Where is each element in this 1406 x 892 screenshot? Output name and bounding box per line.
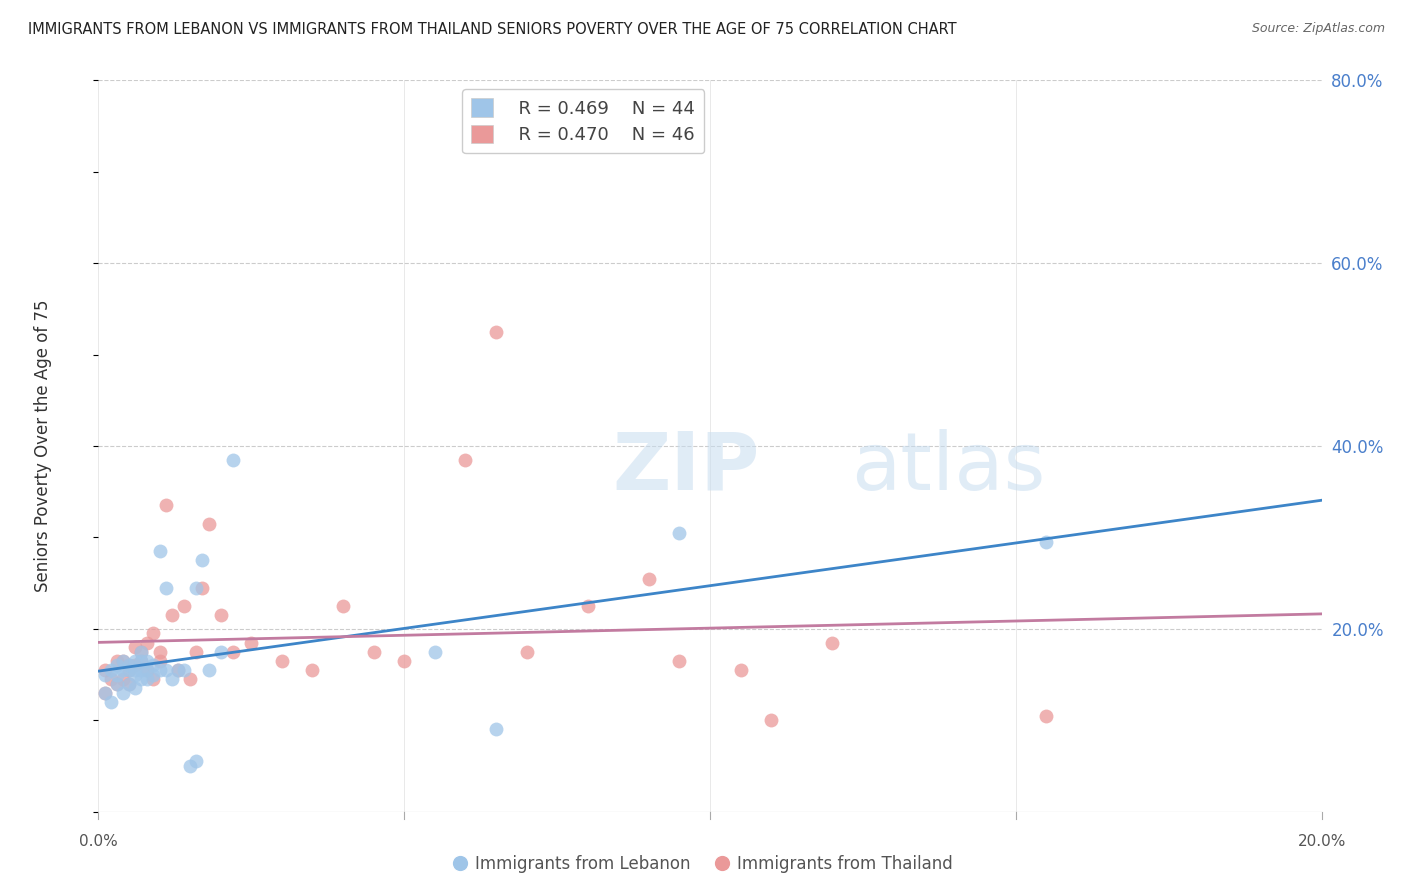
Point [142, 667, 165, 681]
Point [136, 635, 159, 649]
Point [301, 663, 323, 677]
Point [111, 686, 134, 700]
Point [149, 654, 172, 668]
Point [155, 663, 177, 677]
Point [105, 676, 128, 690]
Point [136, 663, 159, 677]
Text: 0.0%: 0.0% [79, 834, 118, 848]
Point [124, 667, 146, 681]
Point [454, 452, 477, 467]
Point [129, 645, 152, 659]
Point [576, 599, 599, 613]
Point [129, 654, 152, 668]
Point [160, 608, 183, 623]
Point [124, 658, 146, 673]
Point [160, 672, 183, 686]
Point [759, 714, 782, 728]
Point [118, 663, 141, 677]
Point [167, 663, 190, 677]
Point [730, 663, 752, 677]
Point [105, 667, 128, 681]
Point [222, 452, 245, 467]
Text: atlas: atlas [851, 429, 1045, 507]
Point [118, 658, 141, 673]
Point [392, 654, 416, 668]
Point [668, 525, 690, 540]
Point [105, 654, 128, 668]
Point [93, 686, 115, 700]
Point [821, 635, 844, 649]
Point [111, 654, 134, 668]
Point [124, 654, 146, 668]
Point [209, 608, 232, 623]
Point [142, 672, 165, 686]
Point [111, 672, 134, 686]
Point [149, 645, 172, 659]
Point [149, 544, 172, 558]
Point [222, 645, 245, 659]
Point [149, 663, 172, 677]
Point [240, 635, 263, 649]
Point [179, 672, 201, 686]
Point [1035, 535, 1057, 549]
Point [155, 499, 177, 513]
Point [100, 695, 122, 709]
Point [191, 553, 214, 567]
Text: Source: ZipAtlas.com: Source: ZipAtlas.com [1251, 22, 1385, 36]
Point [142, 658, 165, 673]
Point [118, 658, 141, 673]
Point [485, 325, 508, 339]
Point [124, 681, 146, 696]
Point [93, 686, 115, 700]
Point [136, 663, 159, 677]
Point [105, 676, 128, 690]
Text: IMMIGRANTS FROM LEBANON VS IMMIGRANTS FROM THAILAND SENIORS POVERTY OVER THE AGE: IMMIGRANTS FROM LEBANON VS IMMIGRANTS FR… [28, 22, 956, 37]
Point [105, 658, 128, 673]
Point [668, 654, 690, 668]
Point [124, 640, 146, 655]
Point [129, 663, 152, 677]
Point [118, 663, 141, 677]
Point [100, 672, 122, 686]
Point [423, 645, 446, 659]
Point [129, 654, 152, 668]
Point [191, 581, 214, 595]
Legend:   R = 0.469    N = 44,   R = 0.470    N = 46: R = 0.469 N = 44, R = 0.470 N = 46 [463, 89, 704, 153]
Point [118, 676, 141, 690]
Point [155, 581, 177, 595]
Point [197, 663, 219, 677]
Point [100, 663, 122, 677]
Point [111, 654, 134, 668]
Point [173, 663, 195, 677]
Point [485, 723, 508, 737]
Point [136, 672, 159, 686]
Point [129, 645, 152, 659]
Point [124, 663, 146, 677]
Point [111, 663, 134, 677]
Text: 20.0%: 20.0% [1298, 834, 1346, 848]
Legend: Immigrants from Lebanon, Immigrants from Thailand: Immigrants from Lebanon, Immigrants from… [447, 848, 959, 880]
Point [93, 667, 115, 681]
Point [142, 626, 165, 640]
Text: Seniors Poverty Over the Age of 75: Seniors Poverty Over the Age of 75 [34, 300, 52, 592]
Point [637, 572, 661, 586]
Point [209, 645, 232, 659]
Point [129, 672, 152, 686]
Point [363, 645, 385, 659]
Point [186, 755, 208, 769]
Point [179, 759, 201, 773]
Point [270, 654, 292, 668]
Point [186, 645, 208, 659]
Point [167, 663, 190, 677]
Point [1035, 708, 1057, 723]
Point [516, 645, 538, 659]
Point [332, 599, 354, 613]
Point [173, 599, 195, 613]
Point [197, 516, 219, 531]
Point [93, 663, 115, 677]
Text: ZIP: ZIP [612, 429, 759, 507]
Point [136, 654, 159, 668]
Point [118, 676, 141, 690]
Point [186, 581, 208, 595]
